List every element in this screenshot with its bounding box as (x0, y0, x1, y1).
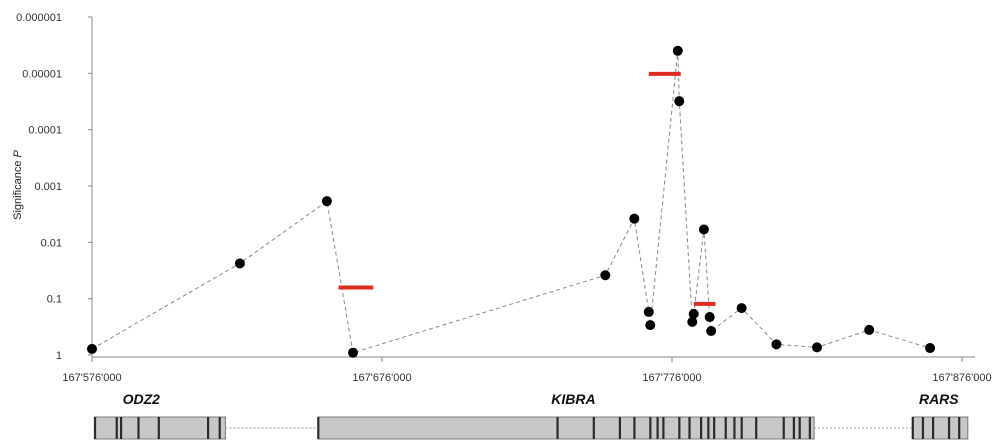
data-point (706, 326, 717, 337)
exon-mark (932, 417, 935, 439)
x-tick-label: 167'776'000 (642, 372, 701, 384)
exon-mark (755, 417, 758, 439)
data-point (600, 270, 611, 281)
x-tick-label: 167'676'000 (352, 372, 411, 384)
gene-label: RARS (919, 391, 959, 407)
gene-labels: ODZ2 KIBRA RARS (123, 391, 960, 407)
data-points (87, 45, 936, 358)
exon-mark (662, 417, 665, 439)
y-tick-label: 0.00001 (22, 68, 62, 80)
exon-mark (207, 417, 210, 439)
exon-mark (137, 417, 140, 439)
exon-mark (707, 417, 710, 439)
exon-mark (649, 417, 652, 439)
y-ticks: 1 0.1 0.01 0.001 0.0001 0.00001 0.000001 (16, 12, 92, 362)
data-point (629, 213, 640, 224)
data-point (643, 306, 654, 317)
data-point (645, 320, 656, 331)
data-point (812, 342, 822, 353)
exon-mark (911, 417, 914, 439)
gene-block (94, 416, 226, 440)
exon-mark (633, 417, 636, 439)
exon-mark (218, 417, 221, 439)
connector-line (91, 50, 931, 354)
exon-mark (700, 417, 703, 439)
data-point (348, 347, 358, 358)
exon-mark (678, 417, 681, 439)
exon-mark (713, 417, 716, 439)
y-tick-label: 0.001 (34, 181, 62, 193)
x-tick-label: 167'876'000 (932, 372, 991, 384)
exon-mark (556, 417, 559, 439)
y-axis-title: Significance P (12, 149, 24, 219)
data-point (864, 324, 875, 335)
exon-mark (792, 417, 795, 439)
data-point (321, 196, 332, 207)
exon-mark (93, 417, 97, 439)
exon-mark (921, 417, 925, 439)
data-point (771, 339, 782, 350)
x-ticks: 167'576'000 167'676'000 167'776'000 167'876… (62, 357, 992, 384)
gene-block (317, 416, 815, 440)
exon-mark (120, 417, 123, 439)
red-bars (338, 71, 716, 306)
y-axis-title-symbol: P (12, 149, 24, 157)
exon-mark (656, 417, 659, 439)
x-tick-label: 167'576'000 (62, 372, 121, 384)
exon-mark (157, 417, 160, 439)
exon-mark (947, 417, 951, 439)
data-point (698, 224, 709, 235)
data-point (687, 316, 698, 327)
data-point (234, 258, 245, 269)
gene-label: KIBRA (551, 391, 595, 407)
data-point (688, 308, 699, 319)
exon-mark (740, 417, 743, 439)
exon-mark (733, 417, 736, 439)
exon-mark (798, 417, 801, 439)
gene-label: ODZ2 (123, 391, 161, 407)
data-point (704, 312, 715, 323)
exon-mark (688, 417, 691, 439)
gene-track (93, 416, 969, 440)
data-point (674, 96, 685, 107)
data-point (736, 303, 747, 314)
axes (91, 17, 975, 358)
data-point (672, 45, 683, 56)
exon-mark (808, 417, 811, 439)
exon-mark (958, 417, 961, 439)
exon-mark (592, 417, 595, 439)
exon-mark (115, 417, 118, 439)
exon-mark (782, 417, 785, 439)
exon-mark (618, 417, 621, 439)
data-point (87, 343, 97, 354)
y-tick-label: 0.1 (47, 294, 62, 306)
exon-mark (317, 417, 320, 439)
y-tick-label: 0.0001 (28, 125, 62, 137)
data-point (925, 343, 936, 354)
y-tick-label: 1 (56, 350, 62, 362)
y-tick-label: 0.000001 (16, 12, 62, 24)
y-axis-title-text: Significance (12, 161, 24, 220)
y-tick-label: 0.01 (41, 237, 62, 249)
series-line (91, 50, 931, 354)
exon-mark (724, 417, 727, 439)
